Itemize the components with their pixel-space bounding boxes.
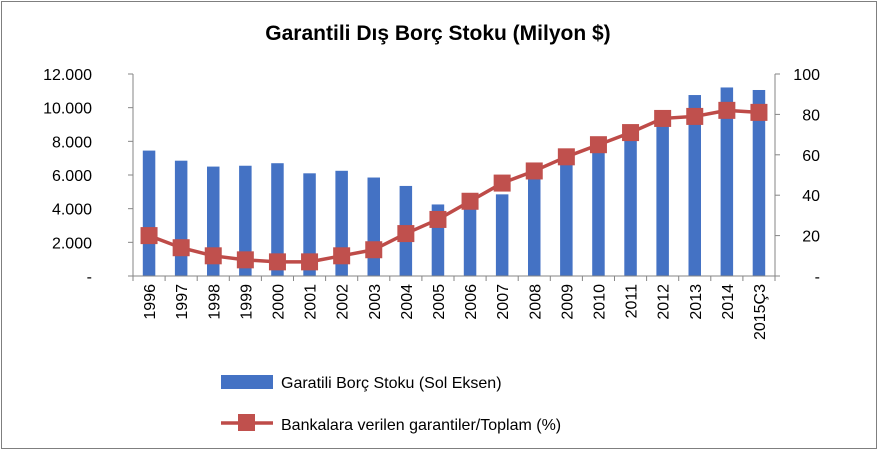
bar xyxy=(463,206,477,276)
x-tick-label: 2004 xyxy=(399,284,416,320)
line-point xyxy=(397,225,415,243)
x-tick-label: 2014 xyxy=(720,284,737,320)
line-point xyxy=(750,103,768,121)
line-point xyxy=(365,241,383,259)
y-tick-label-right: 80 xyxy=(802,107,820,124)
line-point xyxy=(718,101,736,119)
y-tick-label-left: 10.000 xyxy=(43,101,92,118)
x-tick-label: 2012 xyxy=(656,284,673,320)
y-tick-label-left: - xyxy=(87,269,92,286)
x-tick-label: 2015Ç3 xyxy=(752,284,769,340)
plot-area: - 2.000 4.000 6.000 8.000 10.000 12.000 - 20 40 60… xyxy=(43,67,820,340)
x-tick-label: 2002 xyxy=(335,284,352,320)
bar xyxy=(303,173,316,276)
line-point xyxy=(301,253,319,271)
x-tick-label: 2011 xyxy=(624,284,641,319)
y-tick-label-right: 20 xyxy=(802,229,820,246)
y-tick-label-left: 8.000 xyxy=(52,134,92,151)
line-point xyxy=(654,109,672,127)
x-tick-label: 2005 xyxy=(431,284,448,320)
bar xyxy=(560,158,573,276)
y-tick-label-right: 40 xyxy=(802,188,820,205)
bar xyxy=(142,150,156,276)
legend: Garatili Borç Stoku (Sol Eksen) Bankalar… xyxy=(221,375,561,434)
x-tick-label: 1997 xyxy=(174,284,191,320)
x-tick-label: 1996 xyxy=(142,284,159,320)
legend-bar-label: Garatili Borç Stoku (Sol Eksen) xyxy=(281,375,502,392)
bar xyxy=(271,163,284,276)
y-tick-label-right: 60 xyxy=(802,148,820,165)
line-point xyxy=(140,227,158,245)
y-tick-label-left: 2.000 xyxy=(52,235,92,252)
y-tick-label-right: - xyxy=(815,269,820,286)
x-tick-label: 2013 xyxy=(688,284,705,320)
x-tick-label: 2003 xyxy=(367,284,384,320)
line-point xyxy=(429,210,447,228)
line-point xyxy=(333,247,351,265)
chart-title: Garantili Dış Borç Stoku (Milyon $) xyxy=(265,22,610,45)
line-point xyxy=(204,247,222,265)
legend-line-label: Bankalara verilen garantiler/Toplam (%) xyxy=(281,417,561,434)
x-tick-label: 2010 xyxy=(591,284,608,320)
bar xyxy=(720,87,734,276)
line-point xyxy=(268,253,286,271)
y-tick-label-left: 12.000 xyxy=(43,67,92,84)
x-tick-label: 2000 xyxy=(270,284,287,320)
legend-bar-swatch xyxy=(221,375,273,389)
bar xyxy=(656,119,669,276)
y-tick-label-left: 4.000 xyxy=(52,202,92,219)
bar xyxy=(174,160,188,276)
line-point xyxy=(461,192,479,210)
line-point xyxy=(525,162,543,180)
y-tick-label-left: 6.000 xyxy=(52,168,92,185)
line-point xyxy=(236,251,254,269)
legend-line-marker xyxy=(238,414,255,431)
bar xyxy=(688,95,701,277)
x-tick-label: 1999 xyxy=(238,284,255,320)
x-tick-label: 1998 xyxy=(206,284,223,320)
line-point xyxy=(172,239,190,257)
line-point xyxy=(493,174,511,192)
x-tick-label: 2008 xyxy=(527,284,544,320)
line-point xyxy=(557,148,575,166)
bar xyxy=(239,165,252,276)
bar xyxy=(367,177,380,276)
bar xyxy=(495,194,509,276)
line-point xyxy=(589,136,607,154)
x-tick-label: 2006 xyxy=(463,284,480,320)
bar xyxy=(624,132,637,276)
bar xyxy=(592,145,605,276)
x-tick-label: 2001 xyxy=(303,284,320,320)
y-tick-label-right: 100 xyxy=(793,67,820,84)
x-tick-label: 2009 xyxy=(559,284,576,320)
line-point xyxy=(622,124,640,142)
x-tick-label: 2007 xyxy=(495,284,512,320)
bar xyxy=(752,89,766,276)
bar xyxy=(528,170,541,276)
line-point xyxy=(686,107,704,125)
